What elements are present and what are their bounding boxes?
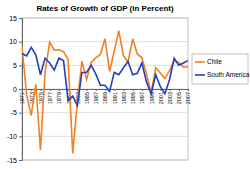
legend-swatch (195, 74, 205, 76)
x-tick-label: 2007 (185, 92, 191, 104)
legend-swatch (195, 61, 205, 63)
legend: Chile South America (192, 54, 250, 84)
x-tick: 2005 (176, 89, 182, 104)
x-tick: 1991 (112, 89, 118, 104)
y-tick-label: 0 (13, 86, 17, 93)
x-tick: 1979 (56, 89, 62, 104)
x-tick-mark (188, 89, 189, 91)
grid (22, 18, 188, 160)
x-tick: 1993 (121, 89, 127, 104)
x-tick-mark (22, 89, 23, 91)
y-tick: 10 (9, 38, 22, 45)
x-tick-mark (170, 89, 171, 91)
x-tick: 1971 (19, 89, 25, 104)
legend-label: Chile (207, 58, 222, 65)
plot-area (22, 31, 188, 154)
x-tick-label: 1985 (84, 92, 90, 104)
grid-line (22, 136, 188, 137)
x-tick-label: 2005 (176, 92, 182, 104)
x-tick: 1987 (93, 89, 99, 104)
y-tick: 15 (9, 15, 22, 22)
y-tick-label: -5 (11, 109, 17, 116)
chart: Rates of Growth of GDP (in Percent)-15-1… (0, 0, 250, 169)
y-tick-label: 10 (9, 38, 17, 45)
x-tick-mark (123, 89, 124, 91)
series-line (22, 31, 188, 154)
x-tick-mark (40, 89, 41, 91)
legend-label: South America (207, 71, 250, 78)
y-tick-label: -15 (7, 157, 17, 164)
x-tick-label: 2001 (158, 92, 164, 104)
x-tick: 1995 (130, 89, 136, 104)
y-tick-label: 5 (13, 62, 17, 69)
x-tick-mark (59, 89, 60, 91)
x-tick-label: 1989 (102, 92, 108, 104)
x-tick-mark (31, 89, 32, 91)
y-tick-label: -10 (7, 133, 17, 140)
y-axis: -15 -10 -5 0 5 10 15 (7, 15, 23, 164)
x-tick-mark (133, 89, 134, 91)
x-tick-mark (87, 89, 88, 91)
x-tick-mark (142, 89, 143, 91)
x-tick-mark (96, 89, 97, 91)
y-tick-mark (19, 113, 22, 114)
y-tick-mark (19, 160, 22, 161)
x-tick-mark (114, 89, 115, 91)
y-tick: -10 (7, 133, 22, 140)
x-tick: 2003 (167, 89, 173, 104)
x-tick: 1985 (84, 89, 90, 104)
y-tick-label: 15 (9, 15, 17, 22)
y-tick: 0 (13, 86, 22, 93)
x-tick-label: 1977 (47, 92, 53, 104)
plot-frame (22, 18, 188, 160)
y-tick-mark (19, 89, 22, 90)
x-tick-label: 1979 (56, 92, 62, 104)
x-tick-mark (105, 89, 106, 91)
grid-line (22, 18, 188, 19)
y-tick: -15 (7, 157, 22, 164)
x-tick-label: 1997 (139, 92, 145, 104)
grid-line (22, 112, 188, 113)
x-tick: 1989 (102, 89, 108, 104)
title: Rates of Growth of GDP (in Percent) (36, 4, 174, 13)
x-tick-label: 1987 (93, 92, 99, 104)
y-tick: -5 (11, 109, 22, 116)
x-tick-mark (50, 89, 51, 91)
x-tick: 1977 (47, 89, 53, 104)
x-tick: 1997 (139, 89, 145, 104)
x-tick-mark (179, 89, 180, 91)
x-tick: 2007 (185, 89, 191, 104)
y-axis-line (19, 19, 23, 161)
x-tick-label: 1993 (121, 92, 127, 104)
y-tick-mark (19, 65, 22, 66)
x-tick-label: 2003 (167, 92, 173, 104)
x-tick-label: 1971 (19, 92, 25, 104)
y-tick: 5 (13, 62, 22, 69)
x-tick-label: 1991 (112, 92, 118, 104)
y-tick-mark (19, 18, 22, 19)
legend-frame (192, 54, 248, 84)
y-tick-mark (19, 136, 22, 137)
series-line (22, 47, 188, 105)
grid-line (22, 160, 188, 161)
y-tick-mark (19, 42, 22, 43)
x-tick-label: 1995 (130, 92, 136, 104)
